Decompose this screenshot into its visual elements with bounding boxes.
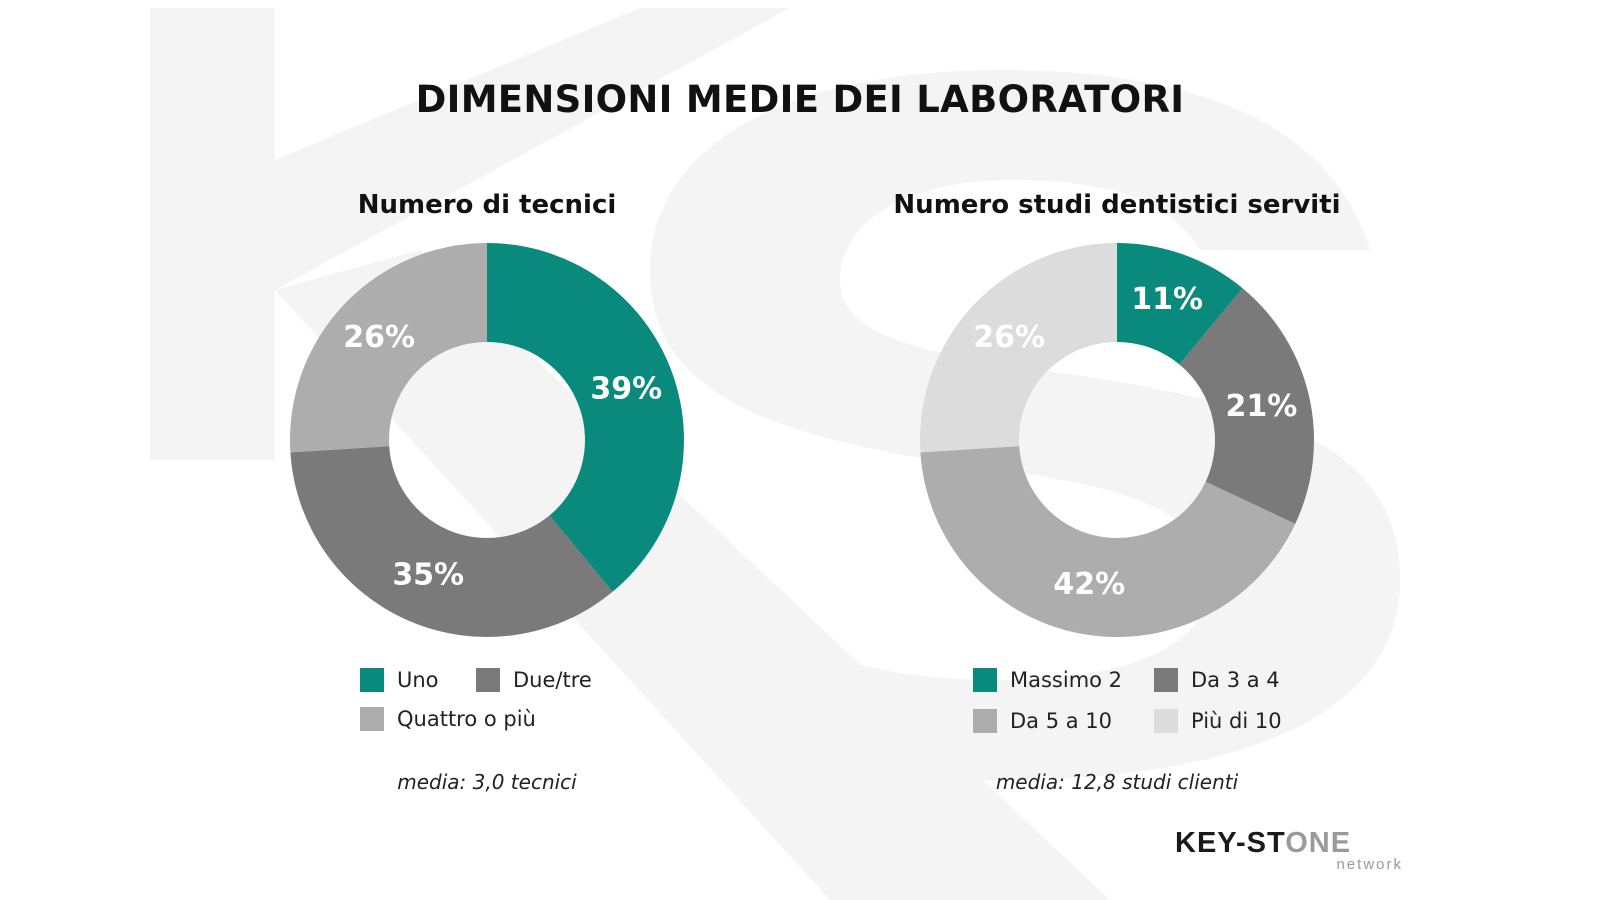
legend-label: Più di 10 [1191,709,1282,733]
legend-item-piu-di-10: Più di 10 [1154,709,1282,733]
note-media-tecnici: media: 3,0 tecnici [397,770,577,794]
legend-label: Da 5 a 10 [1010,709,1113,733]
donut-slice-uno [487,243,684,592]
slice-value-label: 26% [343,320,415,355]
donut-slice-da-5-a-10 [920,446,1296,637]
legend-item-uno: Uno [360,668,439,692]
keystone-logo: KEY-STONE network [1175,828,1415,872]
slice-value-label: 21% [1226,389,1298,424]
slice-value-label: 39% [590,371,662,406]
legend-item-massimo-2: Massimo 2 [973,668,1122,692]
logo-subtitle: network [1336,856,1403,873]
slice-value-label: 35% [392,557,464,592]
legend-item-quattro: Quattro o più [360,707,536,731]
legend-label: Quattro o più [397,707,536,731]
page-title: DIMENSIONI MEDIE DEI LABORATORI [415,78,1185,121]
logo-wordmark-light: ONE [1285,827,1352,859]
slice-value-label: 42% [1053,567,1125,602]
donut-chart-studi: 11% 21% 42% 26% [920,243,1314,637]
note-media-studi: media: 12,8 studi clienti [995,770,1239,794]
donut-chart-tecnici: 39% 35% 26% [290,243,684,637]
logo-wordmark-dark: KEY-ST [1175,827,1286,859]
legend-swatch [1154,668,1178,692]
legend-swatch [360,707,384,731]
chart-title-tecnici: Numero di tecnici [357,190,617,220]
legend-item-due-tre: Due/tre [476,668,592,692]
legend-label: Uno [397,668,439,692]
slice-value-label: 11% [1131,282,1203,317]
slice-value-label: 26% [973,320,1045,355]
legend-swatch [476,668,500,692]
legend-swatch [973,709,997,733]
donut-slice-da-3-a-4 [1179,288,1314,524]
legend-label: Due/tre [513,668,592,692]
legend-swatch [1154,709,1178,733]
chart-title-studi: Numero studi dentistici serviti [893,190,1341,220]
donut-slice-due-tre [290,446,613,637]
donut-slice-quattro-o-pi- [290,243,487,453]
donut-slice-massimo-2 [1117,243,1243,365]
donut-slice-pi-di-10 [920,243,1117,453]
legend-item-da-3-a-4: Da 3 a 4 [1154,668,1280,692]
legend-swatch [973,668,997,692]
legend-swatch [360,668,384,692]
legend-label: Massimo 2 [1010,668,1123,692]
legend-item-da-5-a-10: Da 5 a 10 [973,709,1112,733]
legend-label: Da 3 a 4 [1191,668,1280,692]
logo-wordmark: KEY-STONE [1175,828,1415,858]
